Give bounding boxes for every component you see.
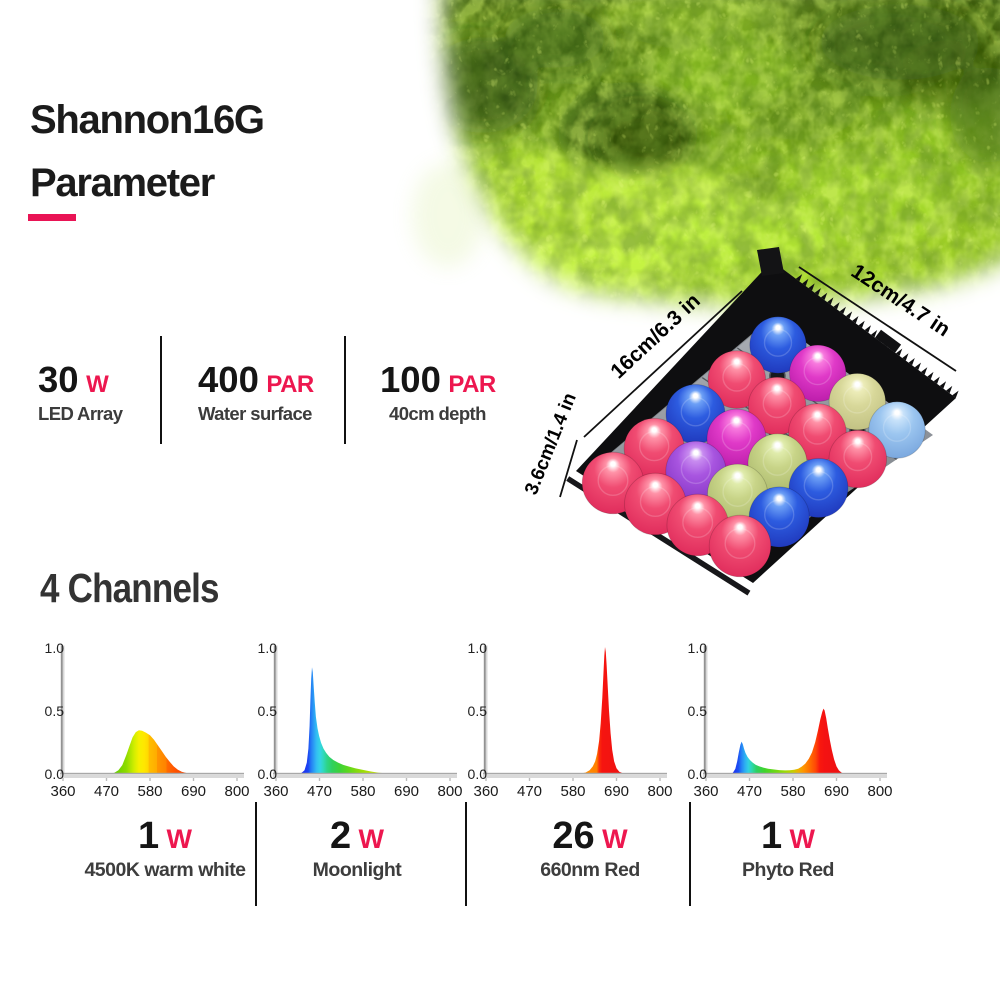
svg-text:0.5: 0.5 (688, 703, 708, 719)
svg-text:1.0: 1.0 (258, 640, 278, 656)
svg-text:360: 360 (693, 783, 718, 800)
svg-text:690: 690 (394, 783, 419, 800)
svg-text:0.5: 0.5 (468, 703, 488, 719)
svg-text:690: 690 (181, 783, 206, 800)
svg-text:800: 800 (867, 783, 892, 800)
svg-text:800: 800 (647, 783, 672, 800)
svg-text:360: 360 (473, 783, 498, 800)
svg-text:800: 800 (437, 783, 462, 800)
svg-text:470: 470 (737, 783, 762, 800)
svg-text:1.0: 1.0 (468, 640, 488, 656)
svg-text:0.5: 0.5 (258, 703, 278, 719)
svg-text:580: 580 (780, 783, 805, 800)
svg-text:1.0: 1.0 (45, 640, 65, 656)
svg-text:470: 470 (307, 783, 332, 800)
svg-text:0.0: 0.0 (688, 766, 708, 782)
svg-text:0.0: 0.0 (45, 766, 65, 782)
svg-text:470: 470 (94, 783, 119, 800)
svg-text:360: 360 (50, 783, 75, 800)
svg-text:580: 580 (560, 783, 585, 800)
svg-text:800: 800 (224, 783, 249, 800)
svg-text:580: 580 (137, 783, 162, 800)
svg-text:690: 690 (824, 783, 849, 800)
svg-text:580: 580 (350, 783, 375, 800)
svg-text:0.5: 0.5 (45, 703, 65, 719)
svg-text:690: 690 (604, 783, 629, 800)
svg-text:0.0: 0.0 (258, 766, 278, 782)
svg-text:0.0: 0.0 (468, 766, 488, 782)
svg-text:1.0: 1.0 (688, 640, 708, 656)
svg-text:470: 470 (517, 783, 542, 800)
svg-text:360: 360 (263, 783, 288, 800)
